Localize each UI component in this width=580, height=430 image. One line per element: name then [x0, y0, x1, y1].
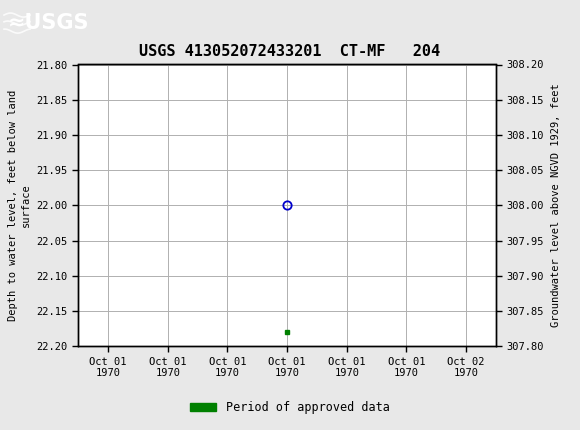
Y-axis label: Groundwater level above NGVD 1929, feet: Groundwater level above NGVD 1929, feet — [551, 83, 561, 327]
Text: USGS 413052072433201  CT-MF   204: USGS 413052072433201 CT-MF 204 — [139, 44, 441, 59]
Text: ≈USGS: ≈USGS — [8, 13, 89, 33]
Legend: Period of approved data: Period of approved data — [186, 396, 394, 419]
Y-axis label: Depth to water level, feet below land
surface: Depth to water level, feet below land su… — [8, 90, 31, 321]
